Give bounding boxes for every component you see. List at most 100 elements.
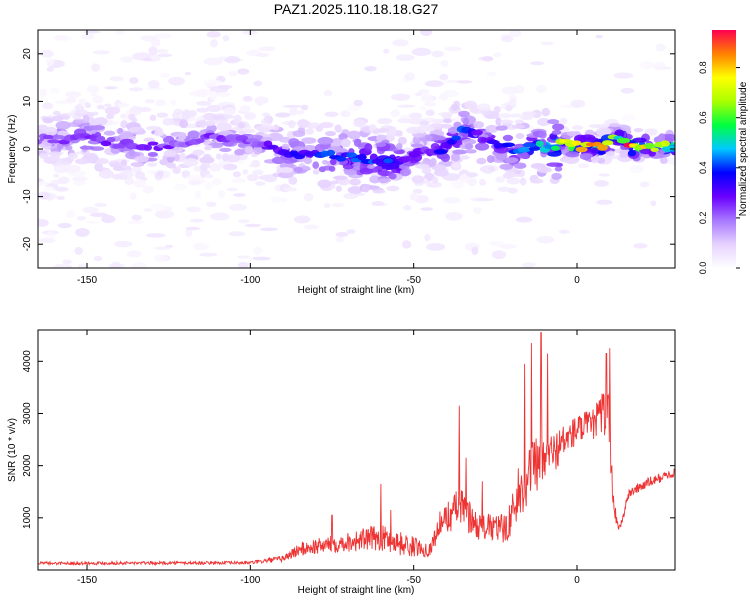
heatmap-cell xyxy=(314,143,326,152)
heatmap-cell xyxy=(110,261,122,268)
heatmap-cell xyxy=(181,170,191,176)
heatmap-cell xyxy=(476,157,487,165)
heatmap-cell xyxy=(300,104,309,111)
heatmap-cell xyxy=(46,57,55,67)
heatmap-cell xyxy=(270,196,283,204)
heatmap-cell xyxy=(520,115,534,121)
heatmap-cell xyxy=(528,146,541,151)
heatmap-cell xyxy=(75,227,90,237)
y-tick-label: -10 xyxy=(22,189,33,204)
heatmap-cell xyxy=(199,164,208,172)
heatmap-cell xyxy=(101,169,112,176)
heatmap-cell xyxy=(551,145,560,151)
heatmap-cell xyxy=(293,166,303,173)
heatmap-cell xyxy=(517,146,531,153)
heatmap-cell xyxy=(42,117,54,124)
heatmap-cell xyxy=(305,128,314,135)
heatmap-cell xyxy=(464,143,474,150)
heatmap-cell xyxy=(179,119,189,129)
heatmap-cell xyxy=(450,153,461,162)
heatmap-cell xyxy=(74,247,84,255)
heatmap-cell xyxy=(155,99,167,107)
heatmap-cell xyxy=(103,103,112,107)
heatmap-cell xyxy=(92,50,111,55)
heatmap-cell xyxy=(121,132,133,138)
heatmap-cell xyxy=(131,214,142,221)
heatmap-cell xyxy=(259,227,278,232)
heatmap-cell xyxy=(450,103,460,112)
heatmap-cell xyxy=(163,149,177,158)
heatmap-cell xyxy=(252,256,271,261)
heatmap-cell xyxy=(292,130,306,138)
heatmap-cell xyxy=(55,186,69,192)
heatmap-cell xyxy=(40,49,54,58)
x-tick-label: -150 xyxy=(77,575,97,586)
heatmap-cell xyxy=(258,46,276,52)
heatmap-cell xyxy=(74,158,90,165)
heatmap-cell xyxy=(540,41,555,45)
heatmap-cell xyxy=(228,70,238,77)
heatmap-cell xyxy=(482,55,494,62)
heatmap-cell xyxy=(536,166,553,174)
heatmap-cell xyxy=(353,138,362,147)
heatmap-cell xyxy=(188,109,197,117)
heatmap-cell xyxy=(522,111,536,117)
heatmap-cell xyxy=(49,87,60,94)
heatmap-cell xyxy=(485,124,499,134)
heatmap-cell xyxy=(130,162,145,167)
colorbar-tick-label: 0.0 xyxy=(698,262,708,275)
heatmap-cell xyxy=(168,76,186,86)
heatmap-cell xyxy=(157,170,164,177)
heatmap-cell xyxy=(605,150,615,157)
snr-background xyxy=(38,330,675,570)
heatmap-cell xyxy=(376,178,392,183)
heatmap-cell xyxy=(658,133,666,143)
colorbar-tick-label: 0.6 xyxy=(698,111,708,124)
heatmap-cell xyxy=(595,34,603,39)
heatmap-cell xyxy=(39,88,48,97)
y-tick-label: 20 xyxy=(22,48,33,60)
heatmap-cell xyxy=(632,137,647,143)
heatmap-cell xyxy=(129,77,139,84)
y-tick-label: 1000 xyxy=(22,506,33,529)
heatmap-cell xyxy=(55,120,71,130)
heatmap-cell xyxy=(127,220,144,225)
heatmap-cell xyxy=(293,215,311,224)
heatmap-cell xyxy=(185,229,193,237)
heatmap-cell xyxy=(204,174,214,179)
snr-x-ticks: -150 -100 -50 0 xyxy=(77,330,580,586)
heatmap-cell xyxy=(104,86,118,90)
heatmap-cell xyxy=(315,125,324,132)
heatmap-cell xyxy=(577,163,590,169)
heatmap-cell xyxy=(390,109,400,118)
heatmap-cell xyxy=(372,189,386,194)
heatmap-cell xyxy=(91,63,101,72)
heatmap-cell xyxy=(571,140,582,146)
heatmap-cell xyxy=(551,130,562,135)
heatmap-cell xyxy=(414,92,423,97)
heatmap-cell xyxy=(515,216,533,223)
figure-title: PAZ1.2025.110.18.18.G27 xyxy=(274,1,439,17)
x-tick-label: -100 xyxy=(240,575,260,586)
heatmap-cell xyxy=(563,155,580,165)
heatmap-cell xyxy=(76,216,87,221)
heatmap-cell xyxy=(232,171,241,178)
heatmap-cell xyxy=(613,72,634,79)
heatmap-cell xyxy=(166,162,176,169)
heatmap-cell xyxy=(432,176,439,184)
heatmap-cell xyxy=(134,155,149,163)
heatmap-cell xyxy=(194,190,202,199)
x-tick-label: -150 xyxy=(77,275,97,286)
heatmap-cell xyxy=(140,35,156,42)
heatmap-cell xyxy=(231,178,247,184)
heatmap-cell xyxy=(38,237,56,244)
heatmap-cell xyxy=(513,85,525,94)
heatmap-cell xyxy=(395,130,403,137)
heatmap-cell xyxy=(204,144,213,150)
heatmap-cell xyxy=(514,119,525,125)
heatmap-cell xyxy=(254,181,266,186)
heatmap-cell xyxy=(247,134,264,140)
heatmap-cell xyxy=(92,95,104,104)
